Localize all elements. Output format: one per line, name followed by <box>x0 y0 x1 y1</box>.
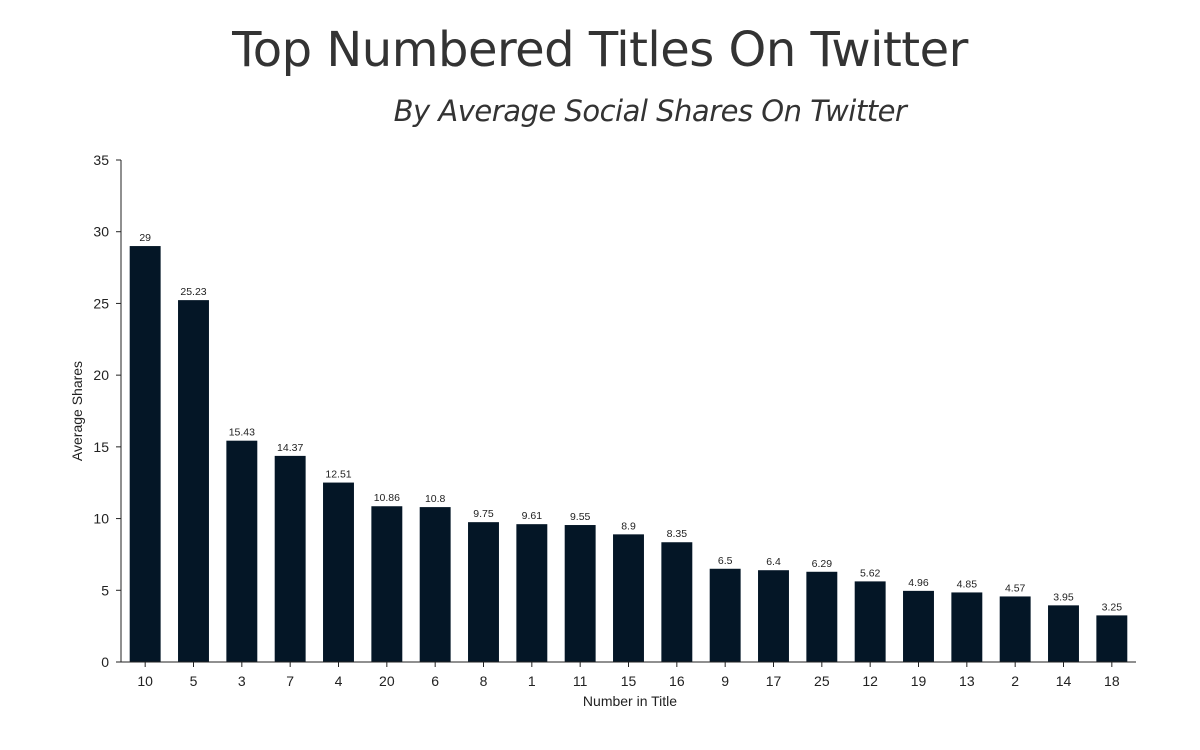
bar-1 <box>516 524 548 662</box>
chart-title: Top Numbered Titles On Twitter <box>232 22 968 78</box>
x-tick-label-17: 17 <box>766 673 782 689</box>
data-label-4: 12.51 <box>325 469 351 481</box>
data-label-10: 29 <box>139 232 151 244</box>
bar-8 <box>468 522 499 662</box>
data-label-16: 8.35 <box>667 528 688 540</box>
x-tick-label-8: 8 <box>480 673 488 689</box>
bar-25 <box>806 571 838 662</box>
data-label-18: 3.25 <box>1102 601 1123 613</box>
x-tick-label-1: 1 <box>528 673 536 689</box>
bar-13 <box>951 592 983 662</box>
data-label-9: 6.5 <box>718 555 733 567</box>
data-label-3: 15.43 <box>229 427 255 439</box>
data-label-17: 6.4 <box>766 556 781 568</box>
data-label-6: 10.8 <box>425 493 446 505</box>
bar-20 <box>371 506 403 662</box>
y-tick-label: 35 <box>93 152 109 168</box>
x-tick-label-19: 19 <box>911 673 927 689</box>
data-label-2: 4.57 <box>1005 582 1026 594</box>
bar-6 <box>419 507 451 662</box>
y-tick-label: 20 <box>93 367 109 383</box>
bar-12 <box>854 581 886 662</box>
bar-11 <box>564 525 596 662</box>
x-tick-label-13: 13 <box>959 673 975 689</box>
x-tick-label-20: 20 <box>379 673 395 689</box>
data-label-8: 9.75 <box>473 508 494 520</box>
x-tick-label-15: 15 <box>621 673 637 689</box>
y-tick-label: 25 <box>93 295 109 311</box>
x-tick-label-10: 10 <box>137 673 153 689</box>
data-label-12: 5.62 <box>860 567 881 579</box>
y-tick-label: 30 <box>93 224 109 240</box>
x-tick-label-14: 14 <box>1056 673 1072 689</box>
x-tick-label-6: 6 <box>431 673 439 689</box>
y-tick-label: 10 <box>93 511 109 527</box>
y-tick-label: 15 <box>93 439 109 455</box>
data-label-20: 10.86 <box>374 492 400 504</box>
x-tick-label-7: 7 <box>286 673 294 689</box>
bar-19 <box>903 590 934 662</box>
chart-subtitle: By Average Social Shares On Twitter <box>393 94 907 128</box>
bar-3 <box>226 440 258 662</box>
data-label-1: 9.61 <box>522 510 543 522</box>
x-tick-label-18: 18 <box>1104 673 1120 689</box>
y-axis-title: Average Shares <box>69 361 85 461</box>
data-label-19: 4.96 <box>908 577 929 589</box>
y-tick-label: 5 <box>101 582 109 598</box>
bar-10 <box>129 246 161 662</box>
data-label-15: 8.9 <box>621 520 636 532</box>
bar-2 <box>999 596 1031 662</box>
data-label-25: 6.29 <box>812 558 833 570</box>
data-labels-layer: 29 25.23 15.43 14.37 12.51 10.86 10.8 9.75 9.61 9… <box>139 232 1122 613</box>
x-tick-label-9: 9 <box>721 673 729 689</box>
bar-5 <box>178 300 209 662</box>
x-tick-label-3: 3 <box>238 673 246 689</box>
y-tick-label: 0 <box>101 654 109 670</box>
x-ticks-layer: 10 5 3 7 4 20 6 8 1 11 15 16 9 17 25 12 19 13 2 14 18 <box>137 662 1120 689</box>
x-tick-label-5: 5 <box>190 673 198 689</box>
bar-4 <box>323 482 354 662</box>
data-label-14: 3.95 <box>1053 591 1074 603</box>
bar-14 <box>1048 605 1079 662</box>
x-axis-title: Number in Title <box>583 693 677 709</box>
x-tick-label-2: 2 <box>1011 673 1019 689</box>
data-label-13: 4.85 <box>957 578 978 590</box>
bars-layer <box>129 246 1128 662</box>
data-label-11: 9.55 <box>570 511 591 523</box>
x-tick-label-12: 12 <box>862 673 878 689</box>
x-tick-label-4: 4 <box>335 673 343 689</box>
bar-7 <box>274 455 306 662</box>
y-ticks-layer: 0 5 10 15 20 25 30 35 <box>93 152 121 670</box>
bar-16 <box>661 542 693 662</box>
data-label-5: 25.23 <box>180 286 206 298</box>
bar-18 <box>1096 615 1128 662</box>
x-tick-label-25: 25 <box>814 673 830 689</box>
bar-15 <box>613 534 644 662</box>
bar-17 <box>758 570 789 662</box>
data-label-7: 14.37 <box>277 442 303 454</box>
x-tick-label-16: 16 <box>669 673 685 689</box>
bar-9 <box>709 568 741 662</box>
x-tick-label-11: 11 <box>573 673 588 689</box>
